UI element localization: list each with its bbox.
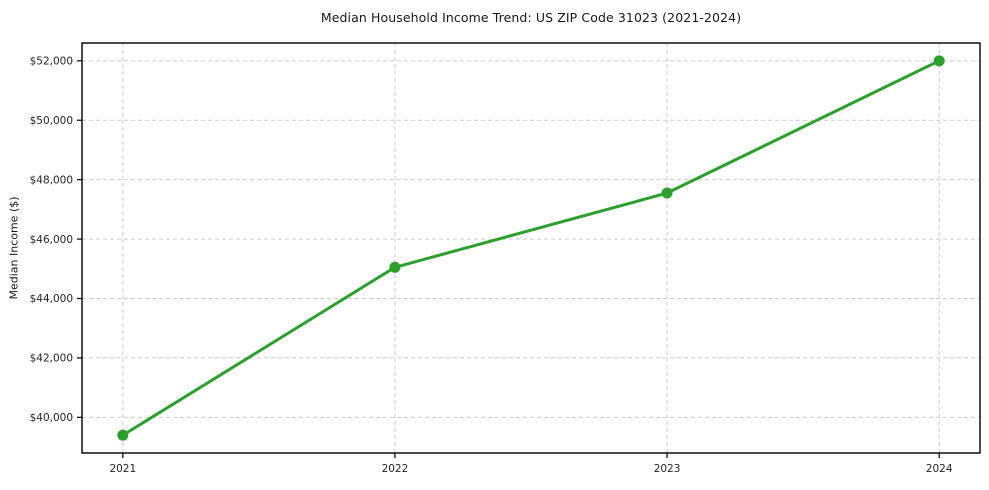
y-tick-label: $52,000 <box>30 56 73 68</box>
y-tick-label: $42,000 <box>30 353 73 365</box>
y-tick-label: $46,000 <box>30 234 73 246</box>
data-point-marker <box>389 261 401 273</box>
y-tick-label: $40,000 <box>30 412 73 424</box>
data-point-marker <box>661 187 673 199</box>
data-point-marker <box>933 55 945 67</box>
y-tick-label: $50,000 <box>30 115 73 127</box>
chart-title: Median Household Income Trend: US ZIP Co… <box>320 10 742 25</box>
trend-line <box>121 59 941 437</box>
y-tick-label: $44,000 <box>30 293 73 305</box>
x-tick-label: 2024 <box>926 463 953 475</box>
x-tick-label: 2022 <box>382 463 409 475</box>
x-tick-label: 2023 <box>654 463 681 475</box>
x-tick-label: 2021 <box>109 463 136 475</box>
data-point-marker <box>117 429 129 441</box>
plot-border <box>81 42 981 454</box>
y-tick-label: $48,000 <box>30 174 73 186</box>
